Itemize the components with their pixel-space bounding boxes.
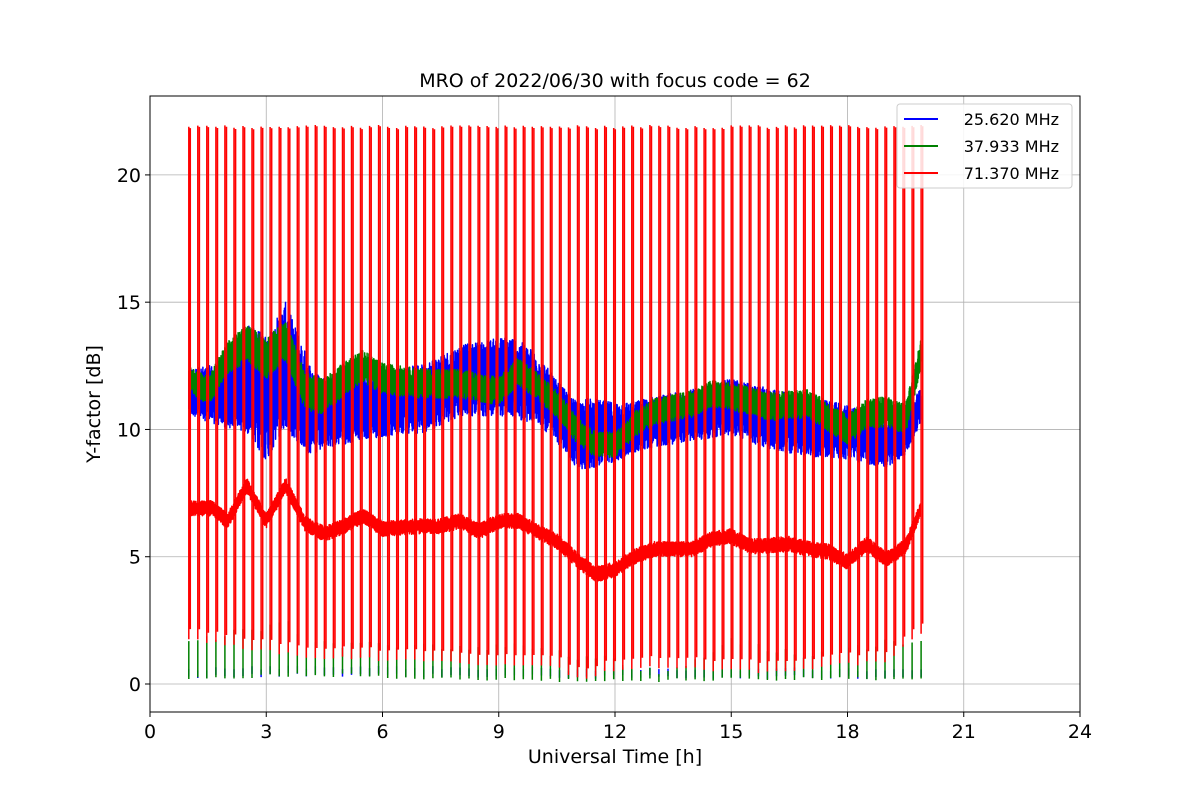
y-tick-label: 20 — [117, 165, 141, 187]
x-tick-label: 15 — [719, 721, 743, 743]
y-tick-label: 0 — [129, 674, 141, 696]
legend-label: 37.933 MHz — [964, 137, 1059, 156]
legend-label: 71.370 MHz — [964, 164, 1059, 183]
x-tick-label: 9 — [493, 721, 505, 743]
y-tick-label: 5 — [129, 547, 141, 569]
legend: 25.620 MHz 37.933 MHz 71.370 MHz — [896, 103, 1073, 189]
legend-entries: 25.620 MHz 37.933 MHz 71.370 MHz — [904, 110, 1059, 183]
x-axis-label: Universal Time [h] — [528, 746, 702, 768]
plot-area — [188, 125, 924, 682]
y-tick-label: 10 — [117, 419, 141, 441]
x-tick-label: 3 — [260, 721, 272, 743]
x-tick-label: 6 — [376, 721, 388, 743]
x-tick-label: 21 — [952, 721, 976, 743]
x-tick-label: 0 — [144, 721, 156, 743]
y-axis-ticks: 0 5 10 15 20 — [117, 165, 150, 696]
x-tick-label: 18 — [835, 721, 859, 743]
y-axis-label: Y-factor [dB] — [83, 345, 105, 464]
legend-box — [896, 103, 1073, 189]
y-tick-label: 15 — [117, 292, 141, 314]
chart-title: MRO of 2022/06/30 with focus code = 62 — [419, 70, 811, 92]
legend-label: 25.620 MHz — [964, 110, 1059, 129]
x-axis-ticks: 0 3 6 9 12 15 18 21 24 — [144, 712, 1092, 743]
x-tick-label: 12 — [603, 721, 627, 743]
series-71-370-mhz-line — [188, 125, 924, 679]
x-tick-label: 24 — [1068, 721, 1092, 743]
